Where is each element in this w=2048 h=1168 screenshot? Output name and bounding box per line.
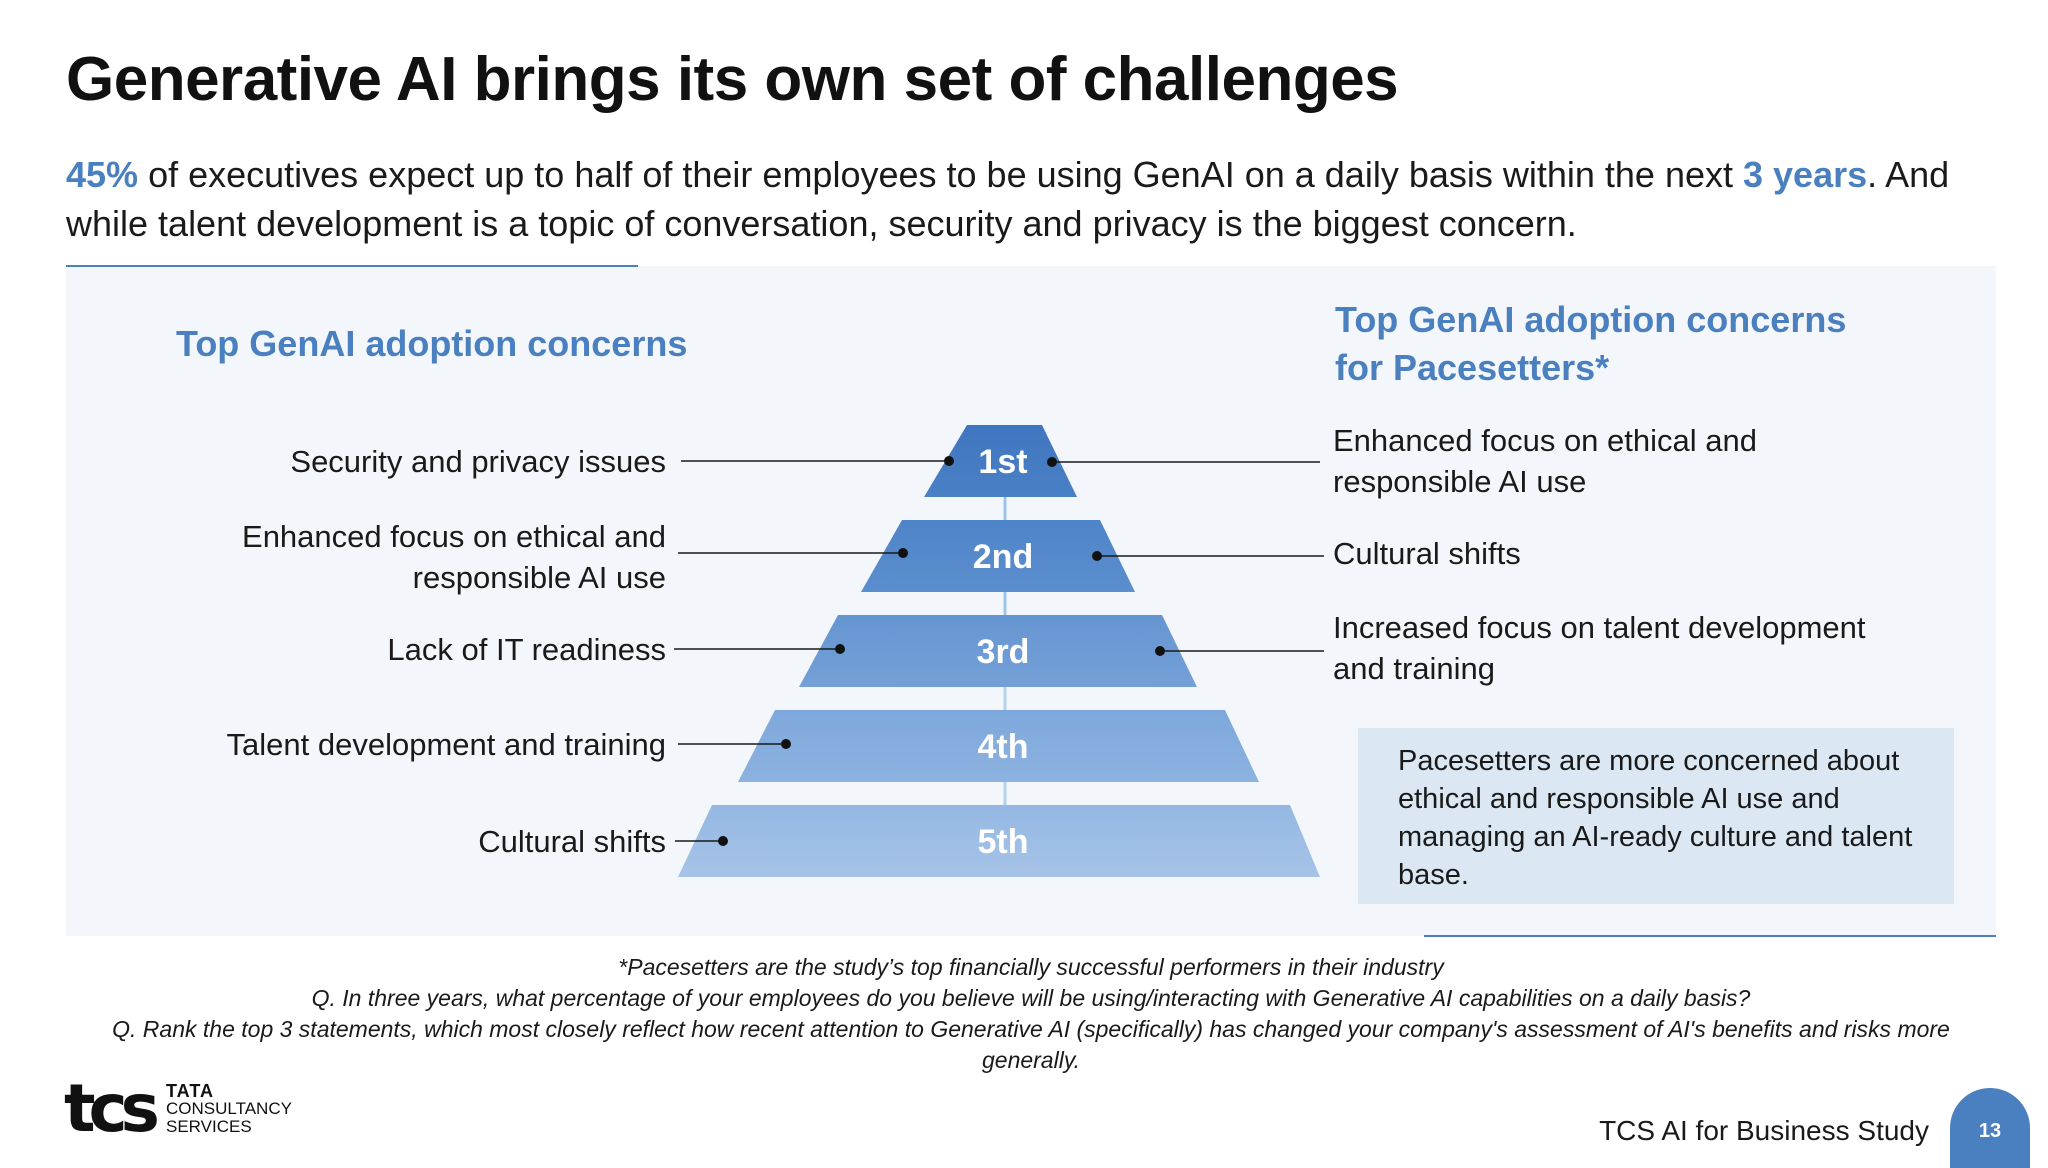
left-concern-4: Talent development and training [226,727,666,762]
right-concern-3: Increased focus on talent development an… [1333,610,1866,686]
page-subtitle: 45% of executives expect up to half of t… [66,150,2006,248]
pyramid-tier-1 [924,425,1077,497]
pyramid-tier-2 [861,520,1135,592]
logo-line-consultancy: CONSULTANCY [166,1099,292,1118]
tcs-logo-mark: tcs [64,1070,160,1147]
left-concern-5: Cultural shifts [478,824,666,859]
footnote-question-2: Q. Rank the top 3 statements, which most… [112,1016,1950,1073]
tier-rank-label: 1st [978,443,1027,481]
top-accent-rule [66,265,638,267]
pyramid-tier-3 [799,615,1197,687]
logo-line-services: SERVICES [166,1117,252,1136]
tier-rank-label: 2nd [973,538,1033,576]
stat-highlight-percent: 45% [66,154,139,195]
callout-text: Pacesetters are more concerned about eth… [1398,745,1913,891]
pyramid-tier-5 [678,805,1320,877]
left-connectors [674,460,949,842]
right-concern-1: Enhanced focus on ethical and responsibl… [1333,423,1757,499]
tier-rank-label: 5th [978,823,1029,861]
footnote-pacesetters: *Pacesetters are the study’s top financi… [618,954,1444,980]
page-title: Generative AI brings its own set of chal… [66,45,1399,114]
left-concern-2: Enhanced focus on ethical and responsibl… [242,519,666,595]
subtitle-text-1: of executives expect up to half of their… [138,154,1743,195]
left-connector-dots [718,456,954,846]
stat-highlight-years: 3 years [1743,154,1868,195]
tier-rank-label: 3rd [977,633,1030,671]
subtitle-text-2: . And while talent development is a topi… [66,154,1950,244]
right-connectors [1052,461,1324,652]
tier-rank-label: 4th [978,728,1029,766]
left-column-heading: Top GenAI adoption concerns [176,323,688,364]
left-concern-3: Lack of IT readiness [387,632,666,667]
tcs-logo-wordmark: TATA CONSULTANCY SERVICES [166,1082,292,1136]
pacesetter-callout: Pacesetters are more concerned about eth… [1358,728,1954,904]
right-concern-2: Cultural shifts [1333,536,1521,571]
left-concern-1: Security and privacy issues [290,444,666,479]
footnote-question-1: Q. In three years, what percentage of yo… [311,985,1751,1011]
right-column-heading: Top GenAI adoption concerns for Pacesett… [1335,299,1847,388]
footnotes: *Pacesetters are the study’s top financi… [66,952,1996,1076]
study-name: TCS AI for Business Study [1599,1115,1929,1146]
pyramid-tier-4 [738,710,1259,782]
logo-line-tata: TATA [166,1081,214,1101]
bottom-accent-rule [1424,935,1996,937]
right-connector-dots [1047,457,1165,656]
page-number-badge: 13 [1950,1088,2030,1168]
